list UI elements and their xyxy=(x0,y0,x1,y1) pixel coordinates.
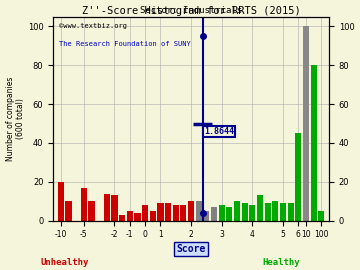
Bar xyxy=(234,201,240,221)
Bar xyxy=(288,203,294,221)
Bar xyxy=(180,205,186,221)
Text: Unhealthy: Unhealthy xyxy=(41,258,89,267)
Bar xyxy=(157,203,163,221)
Bar xyxy=(303,26,309,221)
Bar xyxy=(249,205,256,221)
Bar xyxy=(188,201,194,221)
Bar xyxy=(318,211,324,221)
Text: 1.8644: 1.8644 xyxy=(204,127,234,136)
Title: Z''-Score Histogram for RRTS (2015): Z''-Score Histogram for RRTS (2015) xyxy=(82,6,301,16)
Bar xyxy=(265,203,271,221)
Bar xyxy=(165,203,171,221)
Bar xyxy=(173,205,179,221)
Bar xyxy=(196,201,202,221)
Bar xyxy=(150,211,156,221)
Text: Healthy: Healthy xyxy=(262,258,300,267)
Bar xyxy=(257,195,263,221)
Bar xyxy=(89,201,95,221)
Bar xyxy=(272,201,278,221)
Bar xyxy=(219,205,225,221)
Bar xyxy=(242,203,248,221)
Bar xyxy=(112,195,118,221)
Bar xyxy=(66,201,72,221)
Bar xyxy=(119,215,125,221)
Text: The Research Foundation of SUNY: The Research Foundation of SUNY xyxy=(59,41,190,47)
Bar xyxy=(226,207,233,221)
Bar xyxy=(203,211,210,221)
Bar xyxy=(81,188,87,221)
Bar xyxy=(280,203,286,221)
Y-axis label: Number of companies
(600 total): Number of companies (600 total) xyxy=(5,76,25,161)
Bar xyxy=(127,211,133,221)
Bar xyxy=(104,194,110,221)
Bar xyxy=(311,65,317,221)
X-axis label: Score: Score xyxy=(176,244,206,254)
Text: Sector: Industrials: Sector: Industrials xyxy=(140,6,242,15)
Bar xyxy=(142,205,148,221)
Text: ©www.textbiz.org: ©www.textbiz.org xyxy=(59,23,127,29)
Bar xyxy=(295,133,301,221)
Bar xyxy=(58,182,64,221)
Bar xyxy=(211,207,217,221)
Bar xyxy=(134,213,140,221)
